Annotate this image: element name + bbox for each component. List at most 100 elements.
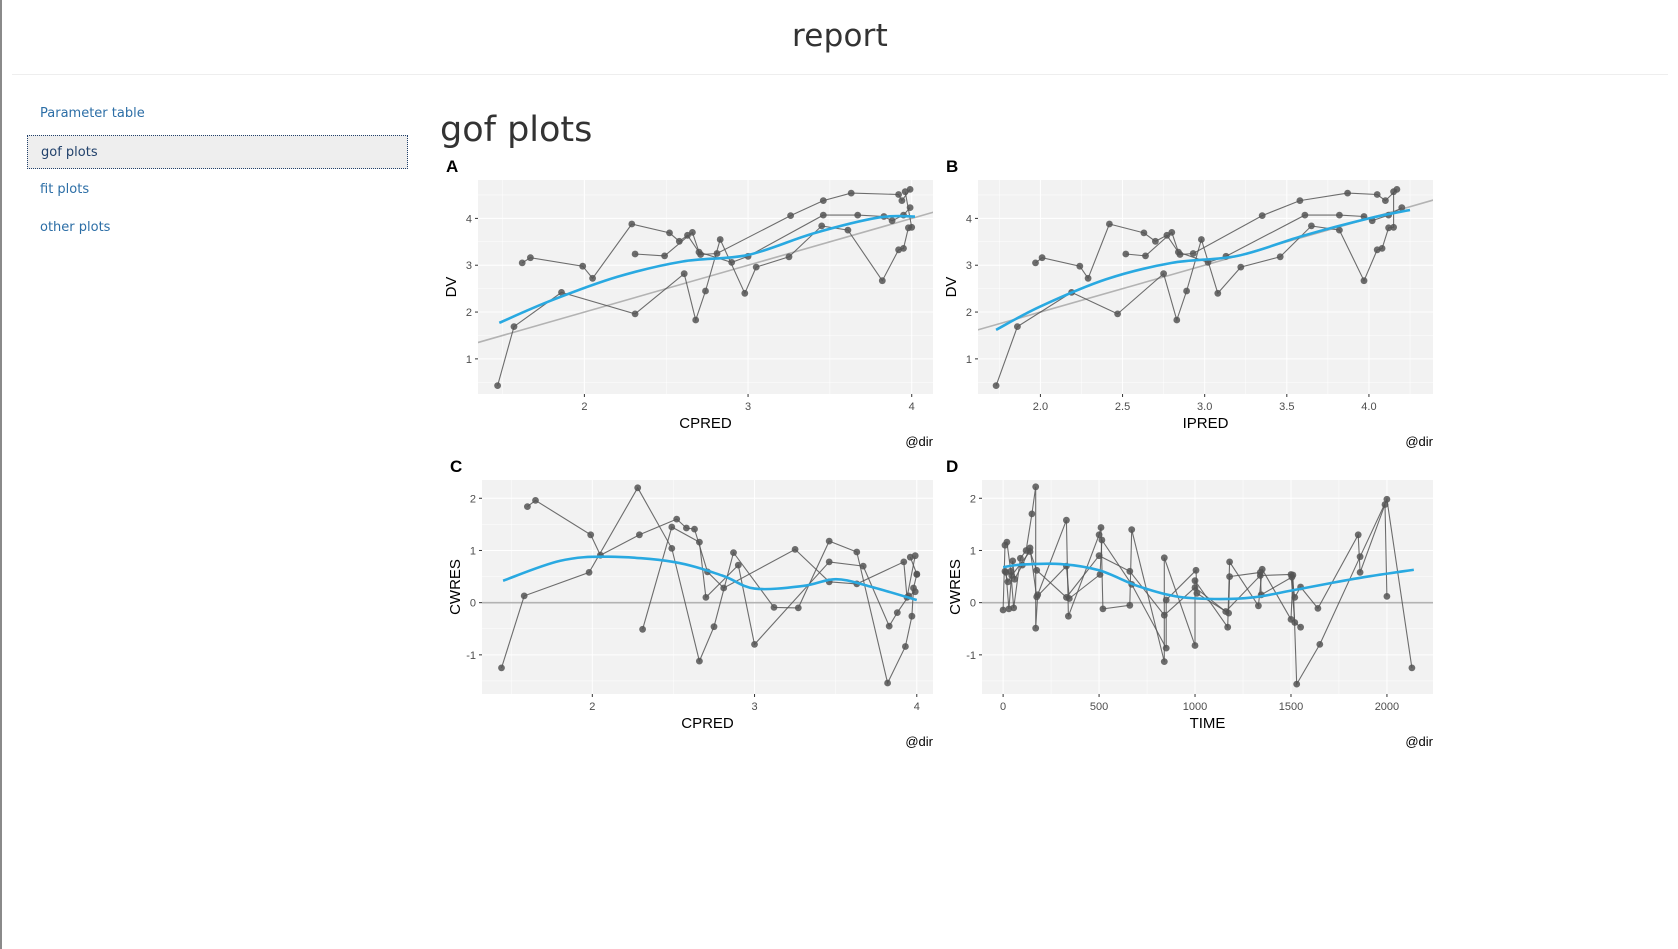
- x-tick-label: 3.0: [1197, 401, 1212, 413]
- data-point: [675, 237, 683, 245]
- data-point: [844, 226, 852, 234]
- data-point: [1126, 601, 1134, 609]
- gof-panel-b: B 2.0 2.5 3.0 3.5 4.0 1 2 3 4 IPRED DV @dir: [943, 157, 1434, 449]
- x-tick-label: 2.0: [1033, 401, 1048, 413]
- data-point: [908, 223, 916, 231]
- x-tick-label: 4: [914, 701, 920, 713]
- panel-tag: D: [946, 457, 958, 476]
- data-point: [859, 562, 867, 570]
- plot-caption: @dir: [1405, 734, 1433, 749]
- data-point: [634, 484, 642, 492]
- data-point: [1336, 226, 1343, 234]
- data-point: [1126, 567, 1134, 575]
- data-point: [885, 622, 893, 630]
- data-point: [668, 523, 676, 531]
- data-point: [680, 270, 688, 278]
- data-point: [527, 254, 534, 262]
- data-point: [1162, 596, 1170, 604]
- data-point: [1381, 501, 1389, 508]
- data-point: [1097, 524, 1105, 531]
- data-point: [908, 612, 916, 620]
- toc-item-gof-plots[interactable]: gof plots: [27, 135, 408, 169]
- data-point: [1004, 578, 1012, 586]
- data-point: [791, 546, 799, 553]
- data-point: [1297, 623, 1304, 631]
- data-point: [1398, 204, 1406, 211]
- gof-plot-grid: A 2 3 4 1 2 3 4 CPRED DV @dir B 2.0 2.5 3.0 3.5 4.0 1 2 3 4 I…: [443, 157, 1434, 749]
- data-point: [1032, 483, 1040, 491]
- data-point: [589, 274, 596, 282]
- x-axis-label: IPRED: [1183, 415, 1229, 432]
- data-point: [1383, 495, 1391, 503]
- plot-caption: @dir: [905, 734, 933, 749]
- individual-profile-line: [527, 499, 916, 598]
- data-point: [494, 382, 501, 389]
- data-point: [1122, 250, 1130, 258]
- data-point: [1390, 223, 1397, 231]
- data-point: [902, 643, 909, 650]
- data-point: [1032, 259, 1039, 267]
- data-point: [1356, 569, 1364, 576]
- data-point: [819, 211, 827, 219]
- loess-smooth-line: [995, 208, 1411, 331]
- data-point: [1408, 664, 1416, 672]
- x-tick-label: 4: [909, 401, 915, 413]
- table-of-contents: Parameter table gof plots fit plots othe…: [27, 97, 408, 249]
- data-point: [532, 497, 539, 504]
- data-point: [1336, 211, 1343, 219]
- data-point: [702, 594, 710, 601]
- loess-smooth-line: [502, 555, 918, 602]
- data-point: [825, 558, 833, 566]
- data-point: [1382, 197, 1389, 204]
- data-point: [1192, 566, 1200, 574]
- y-tick-label: 3: [966, 260, 972, 272]
- data-point: [1301, 211, 1309, 219]
- data-point: [1296, 197, 1304, 204]
- plot-caption: @dir: [1405, 434, 1433, 449]
- data-point: [992, 382, 1000, 389]
- data-point: [1033, 593, 1041, 601]
- toc-item-parameter-table[interactable]: Parameter table: [40, 106, 145, 121]
- data-point: [498, 664, 505, 672]
- data-point: [825, 537, 833, 545]
- data-point: [1098, 536, 1106, 544]
- data-point: [1183, 287, 1190, 295]
- data-point: [1028, 510, 1036, 518]
- data-point: [1191, 584, 1199, 591]
- data-point: [524, 503, 531, 510]
- y-tick-label: 2: [466, 307, 472, 319]
- panel-tag: C: [450, 457, 462, 476]
- data-point: [1175, 248, 1182, 256]
- data-point: [1032, 624, 1040, 632]
- data-point: [702, 287, 709, 295]
- data-point: [1168, 229, 1176, 236]
- data-point: [818, 222, 826, 230]
- toc-item-fit-plots[interactable]: fit plots: [40, 182, 90, 197]
- y-tick-label: 4: [966, 213, 972, 225]
- data-point: [906, 186, 914, 193]
- data-point: [1026, 548, 1034, 555]
- data-point: [1198, 236, 1205, 243]
- data-point: [579, 262, 587, 270]
- individual-profile-line: [1035, 189, 1398, 280]
- y-tick-label: 2: [470, 493, 476, 505]
- data-point: [1226, 558, 1233, 566]
- gof-panel-c: C 2 3 4 -1 0 1 2 CPRED CWRES @dir: [447, 457, 934, 749]
- data-point: [1383, 593, 1391, 600]
- data-point: [1008, 572, 1016, 579]
- panel-tag: B: [946, 160, 958, 176]
- data-point: [1193, 589, 1201, 597]
- data-point: [751, 641, 758, 648]
- data-point: [1065, 612, 1072, 620]
- data-point: [631, 310, 639, 318]
- data-point: [1191, 577, 1199, 585]
- plot-caption: @dir: [905, 434, 933, 449]
- data-point: [1237, 263, 1245, 271]
- x-tick-label: 3: [751, 701, 757, 713]
- data-point: [1163, 231, 1171, 239]
- data-point: [689, 229, 696, 236]
- plot-panel-background: [478, 180, 933, 394]
- data-point: [1038, 254, 1046, 262]
- toc-item-other-plots[interactable]: other plots: [40, 220, 111, 235]
- data-point: [741, 289, 749, 297]
